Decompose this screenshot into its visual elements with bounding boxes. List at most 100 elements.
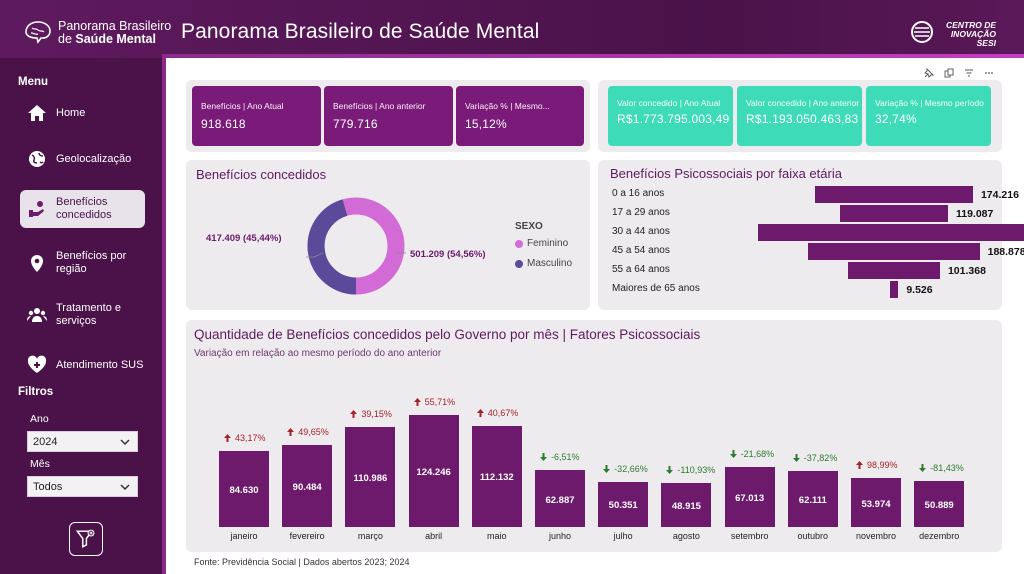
- kpi-value: 918.618: [201, 117, 246, 131]
- age-bar[interactable]: [815, 186, 973, 203]
- month-bar[interactable]: [471, 425, 522, 527]
- legend-label: Masculino: [527, 258, 573, 269]
- bar-value-label: 124.246: [416, 467, 451, 478]
- age-bar[interactable]: [758, 224, 1024, 241]
- month-label: julho: [613, 531, 633, 541]
- bar-value-label: 84.630: [229, 484, 259, 496]
- bar-value-label: 67.013: [735, 492, 765, 504]
- month-select[interactable]: Todos: [27, 476, 138, 497]
- sidebar-item-beneficios-concedidos[interactable]: Benefícios concedidos: [20, 190, 145, 228]
- age-bar[interactable]: [808, 243, 980, 260]
- month-bar[interactable]: [724, 466, 775, 527]
- variation-label: 98,99%: [855, 460, 898, 470]
- sesi-logo-icon: [911, 21, 933, 43]
- arrow-up-icon: [413, 398, 421, 406]
- variation-label: -21,68%: [729, 449, 774, 459]
- variation-value: 39,15%: [361, 408, 392, 419]
- arrow-up-icon: [224, 433, 231, 442]
- donut-panel: Benefícios concedidos 417.409 (45,44%) 5…: [186, 160, 590, 310]
- partner-line-1: CENTRO DE: [945, 20, 996, 30]
- age-bar[interactable]: [840, 205, 948, 222]
- more-options-icon[interactable]: [984, 68, 994, 78]
- logo-line-2-prefix: de: [58, 32, 76, 46]
- sidebar-item-atendimento-sus[interactable]: Atendimento SUS: [20, 346, 145, 384]
- globe-icon: [29, 151, 45, 167]
- sidebar-item-label: Tratamento e serviços: [56, 302, 122, 327]
- chevron-down-icon: [120, 439, 130, 446]
- year-select[interactable]: 2024: [27, 431, 138, 452]
- sidebar: Menu Home Geolocalização Benefícios conc…: [0, 58, 162, 574]
- month-bar[interactable]: [345, 426, 396, 527]
- arrow-down-icon: [666, 465, 674, 474]
- menu-title: Menu: [18, 76, 49, 88]
- donut-slice-masculino[interactable]: [307, 197, 405, 295]
- month-bar[interactable]: [408, 415, 459, 527]
- arrow-down-icon: [792, 454, 800, 462]
- arrow-down-icon: [603, 464, 611, 473]
- month-bar[interactable]: [661, 482, 712, 527]
- legend-dot-masculino: [515, 259, 523, 268]
- month-label: agosto: [672, 531, 700, 541]
- gender-donut-chart: [306, 197, 406, 295]
- bar-value-label: 90.484: [292, 482, 322, 494]
- month-bar[interactable]: [219, 450, 269, 527]
- age-bar[interactable]: [848, 262, 940, 279]
- month-label: setembro: [730, 531, 769, 541]
- kpi-value: R$1.773.795.003,49: [617, 112, 730, 126]
- month-bar[interactable]: [914, 481, 965, 527]
- partner-name: CENTRO DE INOVAÇÃO SESI: [936, 21, 996, 48]
- page-title: Panorama Brasileiro de Saúde Mental: [181, 20, 540, 43]
- clear-filters-button[interactable]: [69, 522, 103, 556]
- legend-item-masculino[interactable]: Masculino: [515, 258, 572, 269]
- month-bar[interactable]: [282, 445, 333, 527]
- logo-line-1: Panorama Brasileiro: [58, 19, 172, 33]
- sidebar-item-geolocalizacao[interactable]: Geolocalização: [20, 140, 145, 178]
- month-label: novembro: [855, 531, 897, 541]
- filter-icon[interactable]: [964, 68, 974, 78]
- month-label: maio: [487, 531, 507, 541]
- month-label: fevereiro: [289, 531, 325, 541]
- age-row: 55 a 64 anos 101.368: [608, 262, 993, 280]
- pin-icon[interactable]: [924, 68, 934, 78]
- kpi-value: 779.716: [333, 117, 378, 131]
- monthly-chart-title: Quantidade de Benefícios concedidos pelo…: [194, 327, 701, 342]
- sidebar-item-beneficios-por-regiao[interactable]: Benefícios por região: [20, 244, 145, 282]
- month-bar[interactable]: [851, 478, 901, 527]
- sidebar-item-tratamento-e-servicos[interactable]: Tratamento e serviços: [20, 296, 145, 334]
- legend-title: SEXO: [515, 221, 543, 232]
- variation-value: 55,71%: [424, 397, 456, 407]
- brain-logo-icon: [25, 21, 51, 44]
- arrow-down-icon: [540, 453, 547, 462]
- month-label: outubro: [797, 531, 829, 541]
- variation-value: -110,93%: [677, 464, 716, 475]
- month-bar[interactable]: [787, 471, 838, 527]
- age-panel: Benefícios Psicossociais por faixa etári…: [598, 160, 1024, 310]
- legend-item-feminino[interactable]: Feminino: [515, 238, 568, 249]
- age-row: 0 a 16 anos 174.216: [608, 186, 1019, 204]
- arrow-up-icon: [476, 408, 484, 417]
- variation-label: 43,17%: [223, 433, 266, 443]
- month-bar[interactable]: [535, 470, 585, 527]
- month-label: junho: [548, 531, 572, 541]
- kpi-title: Variação % | Mesmo...: [465, 101, 550, 111]
- age-row: 45 a 54 anos 188.878: [608, 243, 1024, 261]
- home-icon: [28, 105, 46, 121]
- kpi-card: Valor concedido | Ano Atual R$1.773.795.…: [608, 86, 733, 146]
- main-content: Benefícios | Ano Atual 918.618 Benefício…: [168, 60, 1024, 574]
- variation-label: -32,66%: [602, 464, 648, 474]
- bar-value-label: 48.915: [671, 500, 701, 512]
- variation-value: -81,43%: [930, 463, 964, 474]
- donut-title: Benefícios concedidos: [196, 167, 327, 182]
- kpi-title: Valor concedido | Ano Atual: [617, 98, 721, 108]
- age-row: 17 a 29 anos 119.087: [608, 205, 993, 223]
- arrow-up-icon: [856, 461, 863, 470]
- copy-visual-icon[interactable]: [944, 68, 954, 78]
- sidebar-item-home[interactable]: Home: [20, 94, 145, 132]
- monthly-panel: Quantidade de Benefícios concedidos pelo…: [186, 320, 1002, 552]
- bar-value-label: 50.889: [924, 500, 954, 512]
- filter-reset-icon: [75, 529, 95, 548]
- age-bar[interactable]: [889, 281, 899, 298]
- kpi-value: 15,12%: [465, 117, 507, 131]
- data-source-note: Fonte: Previdência Social | Dados aberto…: [194, 557, 410, 567]
- month-bar[interactable]: [598, 481, 649, 527]
